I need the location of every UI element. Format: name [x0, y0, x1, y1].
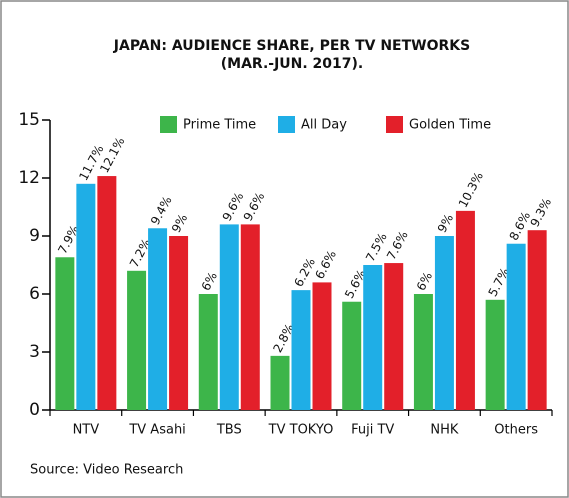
bar: [506, 243, 526, 410]
bar: [148, 228, 168, 410]
bar: [342, 301, 362, 410]
bar: [169, 236, 189, 410]
x-tick-label: Others: [494, 423, 538, 438]
bar: [76, 183, 96, 410]
bar: [312, 282, 332, 410]
chart-title: JAPAN: AUDIENCE SHARE, PER TV NETWORKS: [113, 38, 470, 54]
bar: [413, 294, 433, 410]
bar: [219, 224, 239, 410]
y-tick-label: 12: [18, 168, 40, 188]
chart-subtitle: (MAR.-JUN. 2017).: [221, 56, 364, 72]
bar: [127, 270, 147, 410]
legend-label: All Day: [301, 118, 347, 133]
legend-swatch: [160, 116, 177, 133]
bar: [384, 263, 404, 410]
x-tick-label: TV TOKYO: [268, 423, 334, 438]
y-tick-label: 3: [29, 342, 40, 362]
bar: [240, 224, 260, 410]
bar: [455, 210, 475, 410]
bar: [485, 299, 505, 410]
x-tick-label: NHK: [430, 423, 459, 438]
bar: [291, 290, 311, 410]
legend-label: Prime Time: [183, 118, 256, 133]
bar: [198, 294, 218, 410]
x-tick-label: NTV: [73, 423, 100, 438]
bar: [55, 257, 75, 410]
bar: [527, 230, 547, 410]
y-tick-label: 6: [29, 284, 40, 304]
bar: [270, 355, 290, 410]
x-tick-label: TBS: [216, 423, 242, 438]
y-tick-label: 15: [18, 110, 40, 130]
y-tick-label: 9: [29, 226, 40, 246]
bar: [363, 265, 383, 410]
y-tick-label: 0: [29, 400, 40, 420]
legend-label: Golden Time: [409, 118, 491, 133]
x-tick-label: Fuji TV: [351, 423, 394, 438]
bar: [97, 176, 117, 410]
bar: [434, 236, 454, 410]
legend-swatch: [278, 116, 295, 133]
x-tick-label: TV Asahi: [128, 423, 185, 438]
legend-swatch: [386, 116, 403, 133]
source: Source: Video Research: [30, 463, 183, 478]
